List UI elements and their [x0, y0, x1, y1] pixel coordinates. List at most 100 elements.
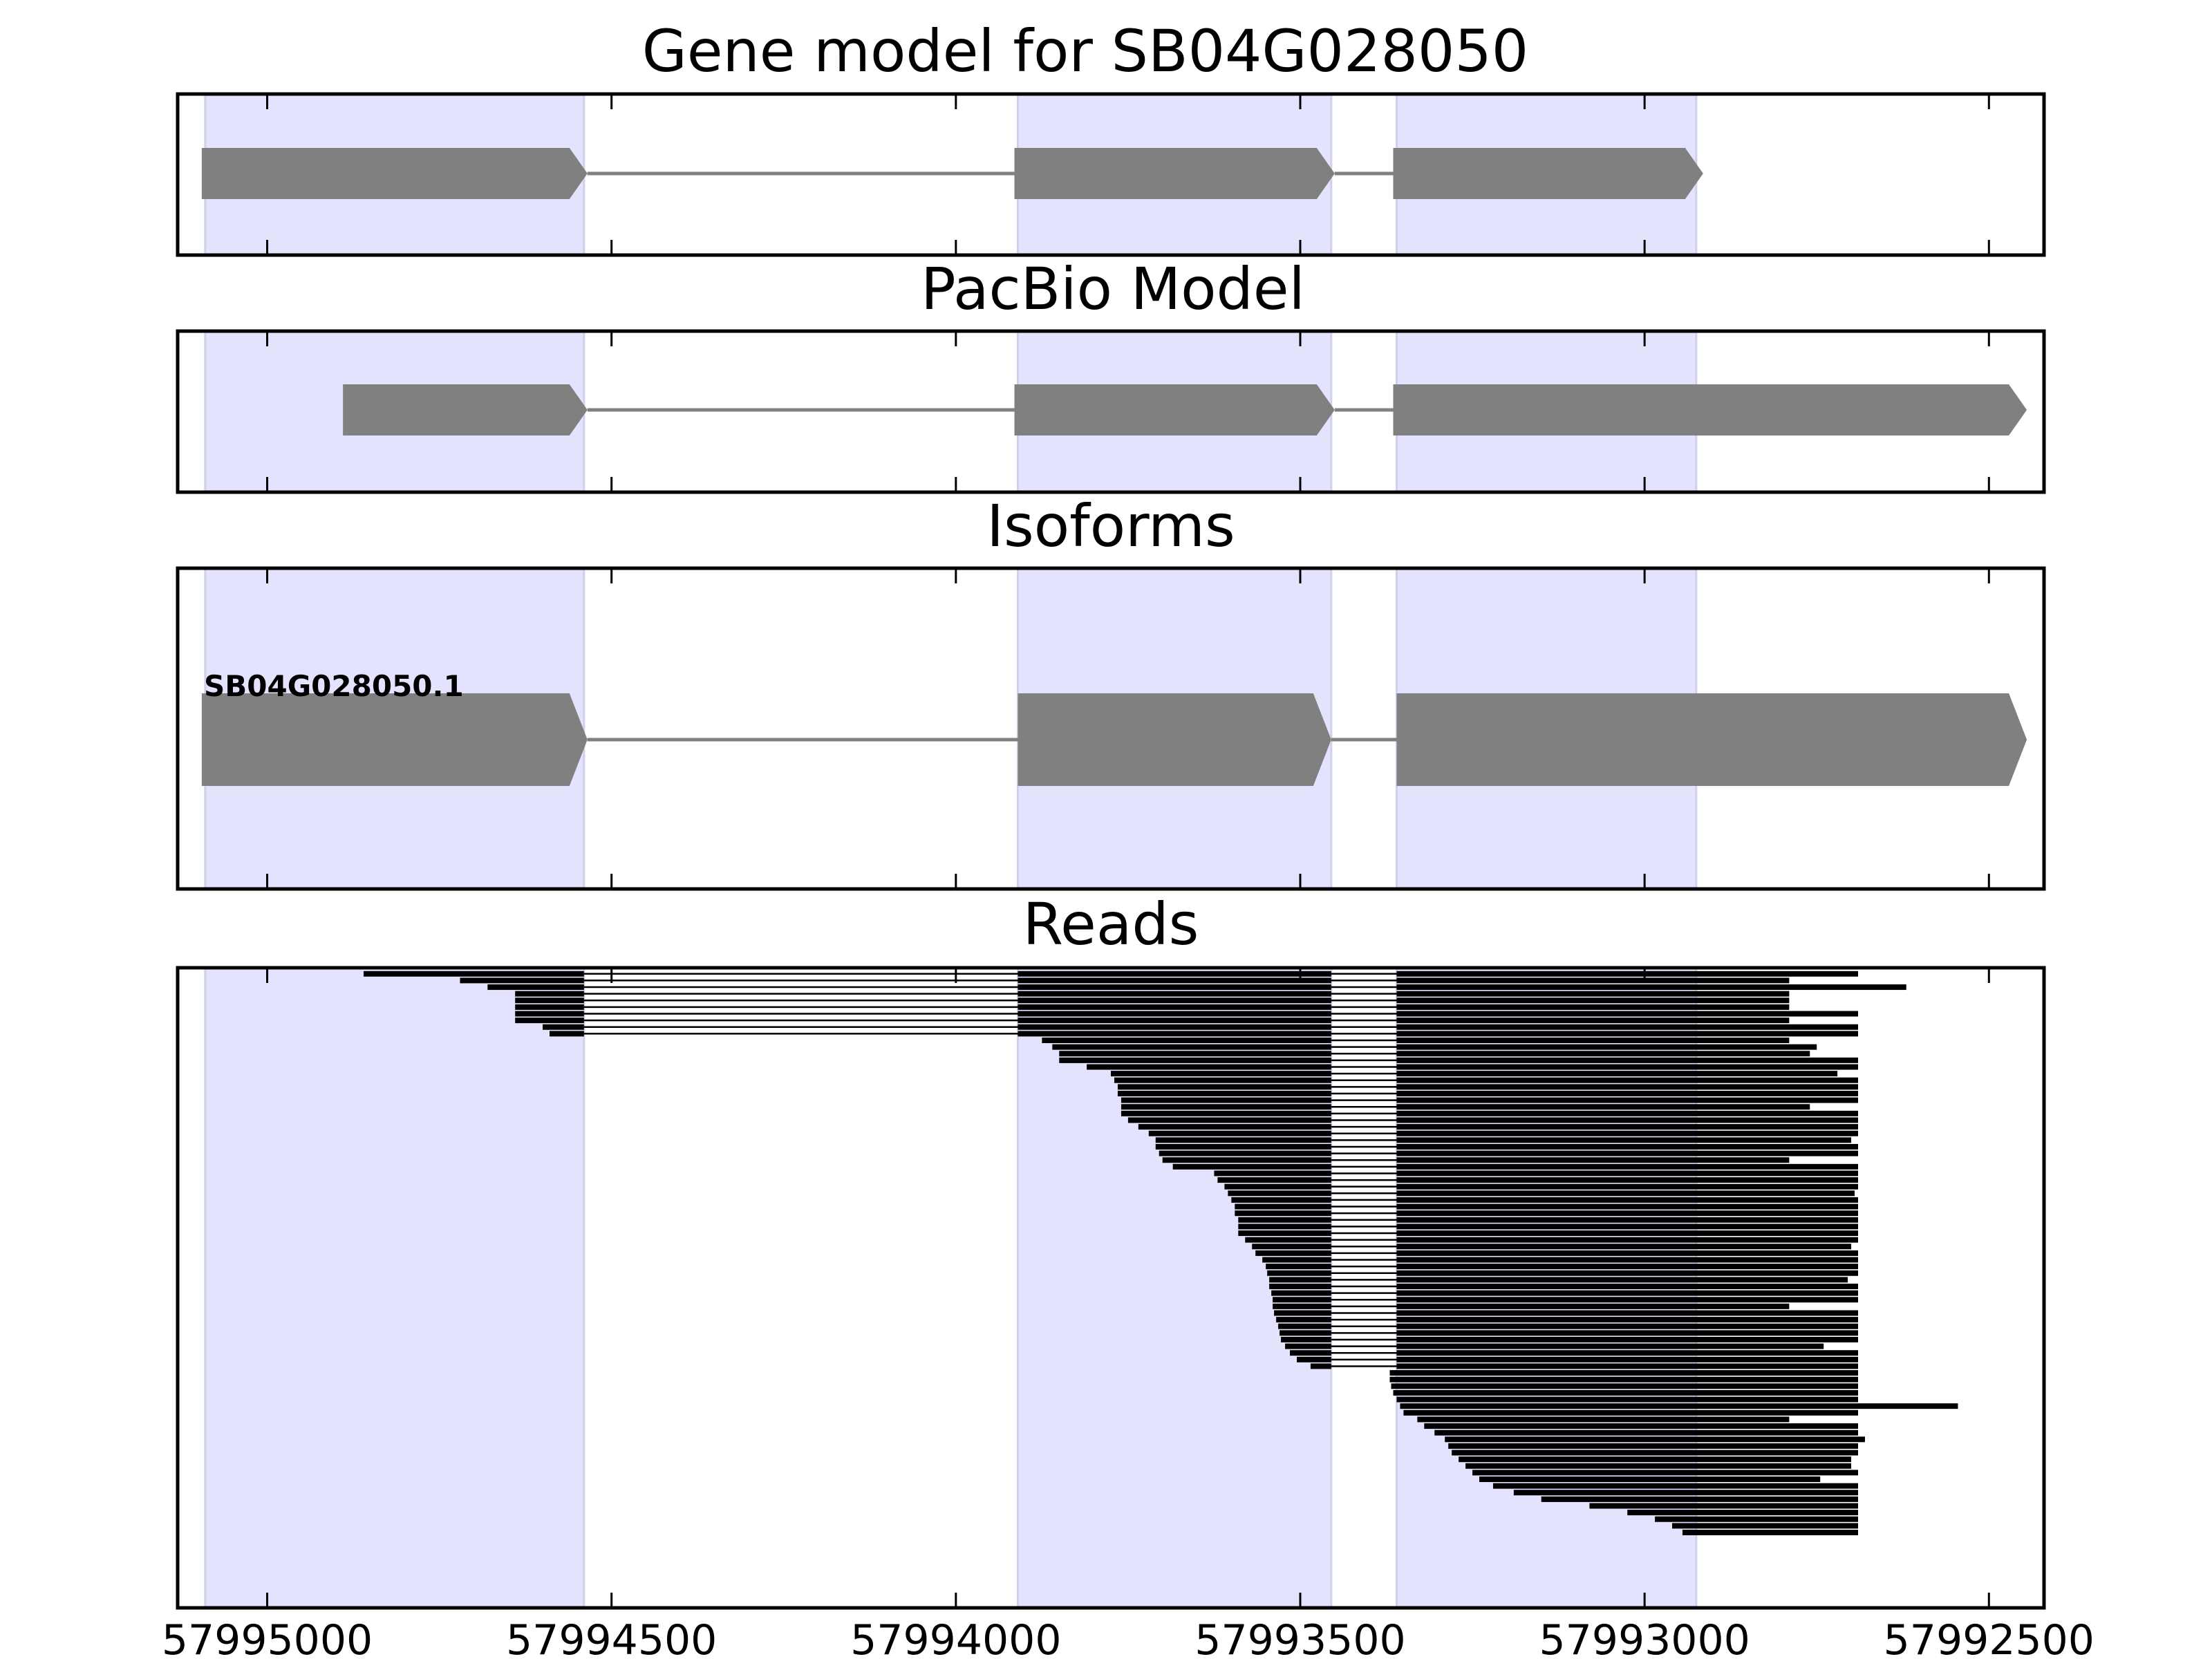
read-block	[1273, 1303, 1331, 1309]
read-block	[1400, 1403, 1958, 1409]
read-block	[1396, 1157, 1790, 1163]
exon	[1396, 693, 2027, 786]
read-block	[1148, 1130, 1331, 1136]
read-block	[550, 1031, 584, 1037]
read-block	[1018, 971, 1331, 977]
read-block	[1396, 1224, 1858, 1230]
read-block	[1396, 1343, 1824, 1349]
read-block	[1018, 1024, 1331, 1030]
read-block	[1018, 984, 1331, 991]
read-block	[1445, 1436, 1865, 1443]
reads-panel: Reads 57995000 57994500 57994000 57993500 57…	[162, 890, 2094, 1659]
read-block	[1393, 1389, 1858, 1396]
read-block	[1396, 1077, 1858, 1083]
read-block	[1389, 1370, 1858, 1376]
read-block	[515, 991, 584, 997]
gene-model-track	[201, 148, 1703, 199]
read-block	[1396, 1350, 1858, 1356]
reads-ticks	[266, 968, 1990, 1608]
x-tick-label: 57995000	[162, 1616, 373, 1659]
read-block	[1159, 1150, 1331, 1156]
read-block	[1396, 1031, 1858, 1037]
read-block	[1396, 1290, 1858, 1296]
read-block	[1278, 1323, 1331, 1329]
read-block	[1396, 1244, 1852, 1250]
pacbio-title: PacBio Model	[921, 255, 1305, 323]
read-block	[1396, 1110, 1858, 1116]
read-block	[1238, 1217, 1331, 1223]
isoforms-frame	[176, 566, 2046, 891]
read-block	[1396, 1024, 1858, 1030]
read-block	[1396, 1250, 1858, 1256]
read-block	[1059, 1051, 1331, 1057]
read-block	[1472, 1470, 1858, 1476]
read-block	[1245, 1237, 1331, 1243]
reads-frame	[176, 966, 2046, 1610]
read-block	[1396, 1097, 1858, 1103]
read-block	[1238, 1230, 1331, 1237]
read-block	[1155, 1137, 1331, 1143]
read-block	[1396, 1317, 1858, 1323]
read-block	[1018, 991, 1331, 997]
read-block	[1276, 1317, 1331, 1323]
read-block	[1396, 1363, 1858, 1369]
read-block	[1117, 1090, 1331, 1096]
highlight-regions	[204, 330, 1698, 494]
read-block	[1396, 1284, 1858, 1289]
isoform-track	[201, 693, 2027, 786]
pacbio-ticks	[266, 331, 1990, 492]
read-block	[1214, 1170, 1331, 1177]
read-block	[1396, 1150, 1858, 1156]
exon	[1014, 148, 1335, 199]
read-block	[1396, 1143, 1858, 1150]
read-block	[1396, 1130, 1858, 1136]
read-block	[1269, 1284, 1331, 1289]
read-block	[1396, 1057, 1858, 1063]
x-tick-label: 57994000	[850, 1616, 1061, 1659]
read-block	[1266, 1264, 1331, 1270]
pacbio-panel: PacBio Model	[176, 255, 2046, 494]
read-block	[515, 1004, 584, 1010]
read-block	[1396, 984, 1906, 991]
read-block	[1627, 1510, 1858, 1516]
read-block	[1396, 1197, 1858, 1203]
read-block	[1459, 1456, 1852, 1463]
read-block	[1121, 1110, 1331, 1116]
exon	[1393, 148, 1703, 199]
read-block	[1396, 1163, 1858, 1170]
read-block	[1396, 1217, 1858, 1223]
read-block	[1396, 1330, 1858, 1336]
read-block	[1290, 1350, 1331, 1356]
exon	[1014, 384, 1335, 435]
read-block	[1087, 1064, 1331, 1070]
read-block	[1273, 1297, 1331, 1303]
read-block	[1513, 1490, 1858, 1496]
read-block	[515, 997, 584, 1004]
read-block	[1396, 1257, 1858, 1263]
read-block	[515, 1018, 584, 1024]
read-block	[1396, 1270, 1858, 1276]
read-block	[1396, 1203, 1858, 1210]
read-block	[1396, 1011, 1858, 1017]
read-block	[1162, 1157, 1331, 1163]
read-block	[1682, 1529, 1858, 1535]
read-block	[1479, 1477, 1821, 1483]
read-block	[1396, 1190, 1855, 1197]
read-block	[1403, 1409, 1858, 1416]
read-block	[1424, 1423, 1858, 1430]
exon	[201, 693, 588, 786]
read-block	[1117, 1084, 1331, 1090]
exon	[1018, 693, 1331, 786]
read-block	[1396, 1064, 1858, 1070]
read-block	[1059, 1057, 1331, 1063]
read-block	[1396, 1264, 1858, 1270]
read-block	[1396, 1323, 1858, 1329]
read-block	[1396, 1336, 1858, 1342]
read-block	[1452, 1450, 1858, 1456]
read-block	[1224, 1183, 1331, 1190]
read-block	[1231, 1197, 1331, 1203]
read-block	[364, 971, 584, 977]
read-block	[1396, 1237, 1858, 1243]
read-block	[1396, 1170, 1858, 1177]
